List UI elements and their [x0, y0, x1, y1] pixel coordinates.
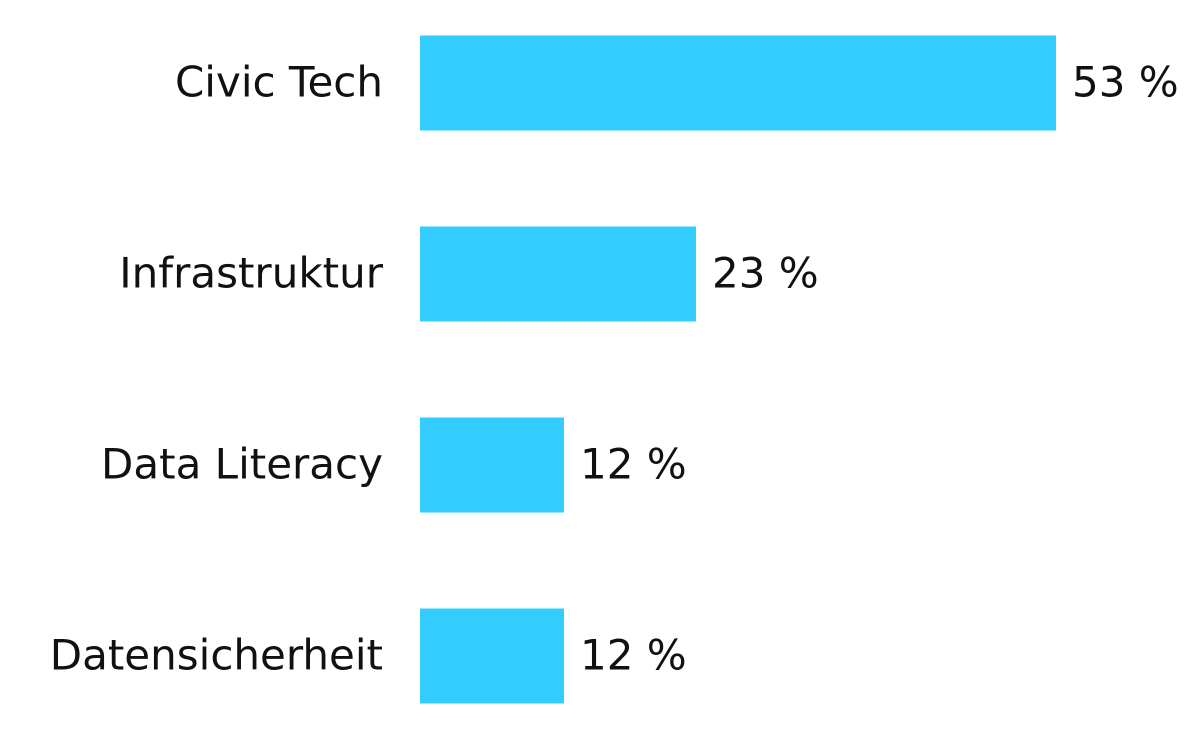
- bar: [420, 226, 696, 322]
- value-label: 12 %: [580, 440, 687, 489]
- value-label: 12 %: [580, 631, 687, 680]
- category-label: Infrastruktur: [119, 249, 383, 298]
- value-label: 53 %: [1072, 58, 1179, 107]
- bar: [420, 417, 564, 513]
- bar: [420, 608, 564, 704]
- bar: [420, 35, 1056, 131]
- category-label: Data Literacy: [101, 440, 383, 489]
- value-label: 23 %: [712, 249, 819, 298]
- category-label: Datensicherheit: [50, 631, 383, 680]
- category-label: Civic Tech: [175, 58, 383, 107]
